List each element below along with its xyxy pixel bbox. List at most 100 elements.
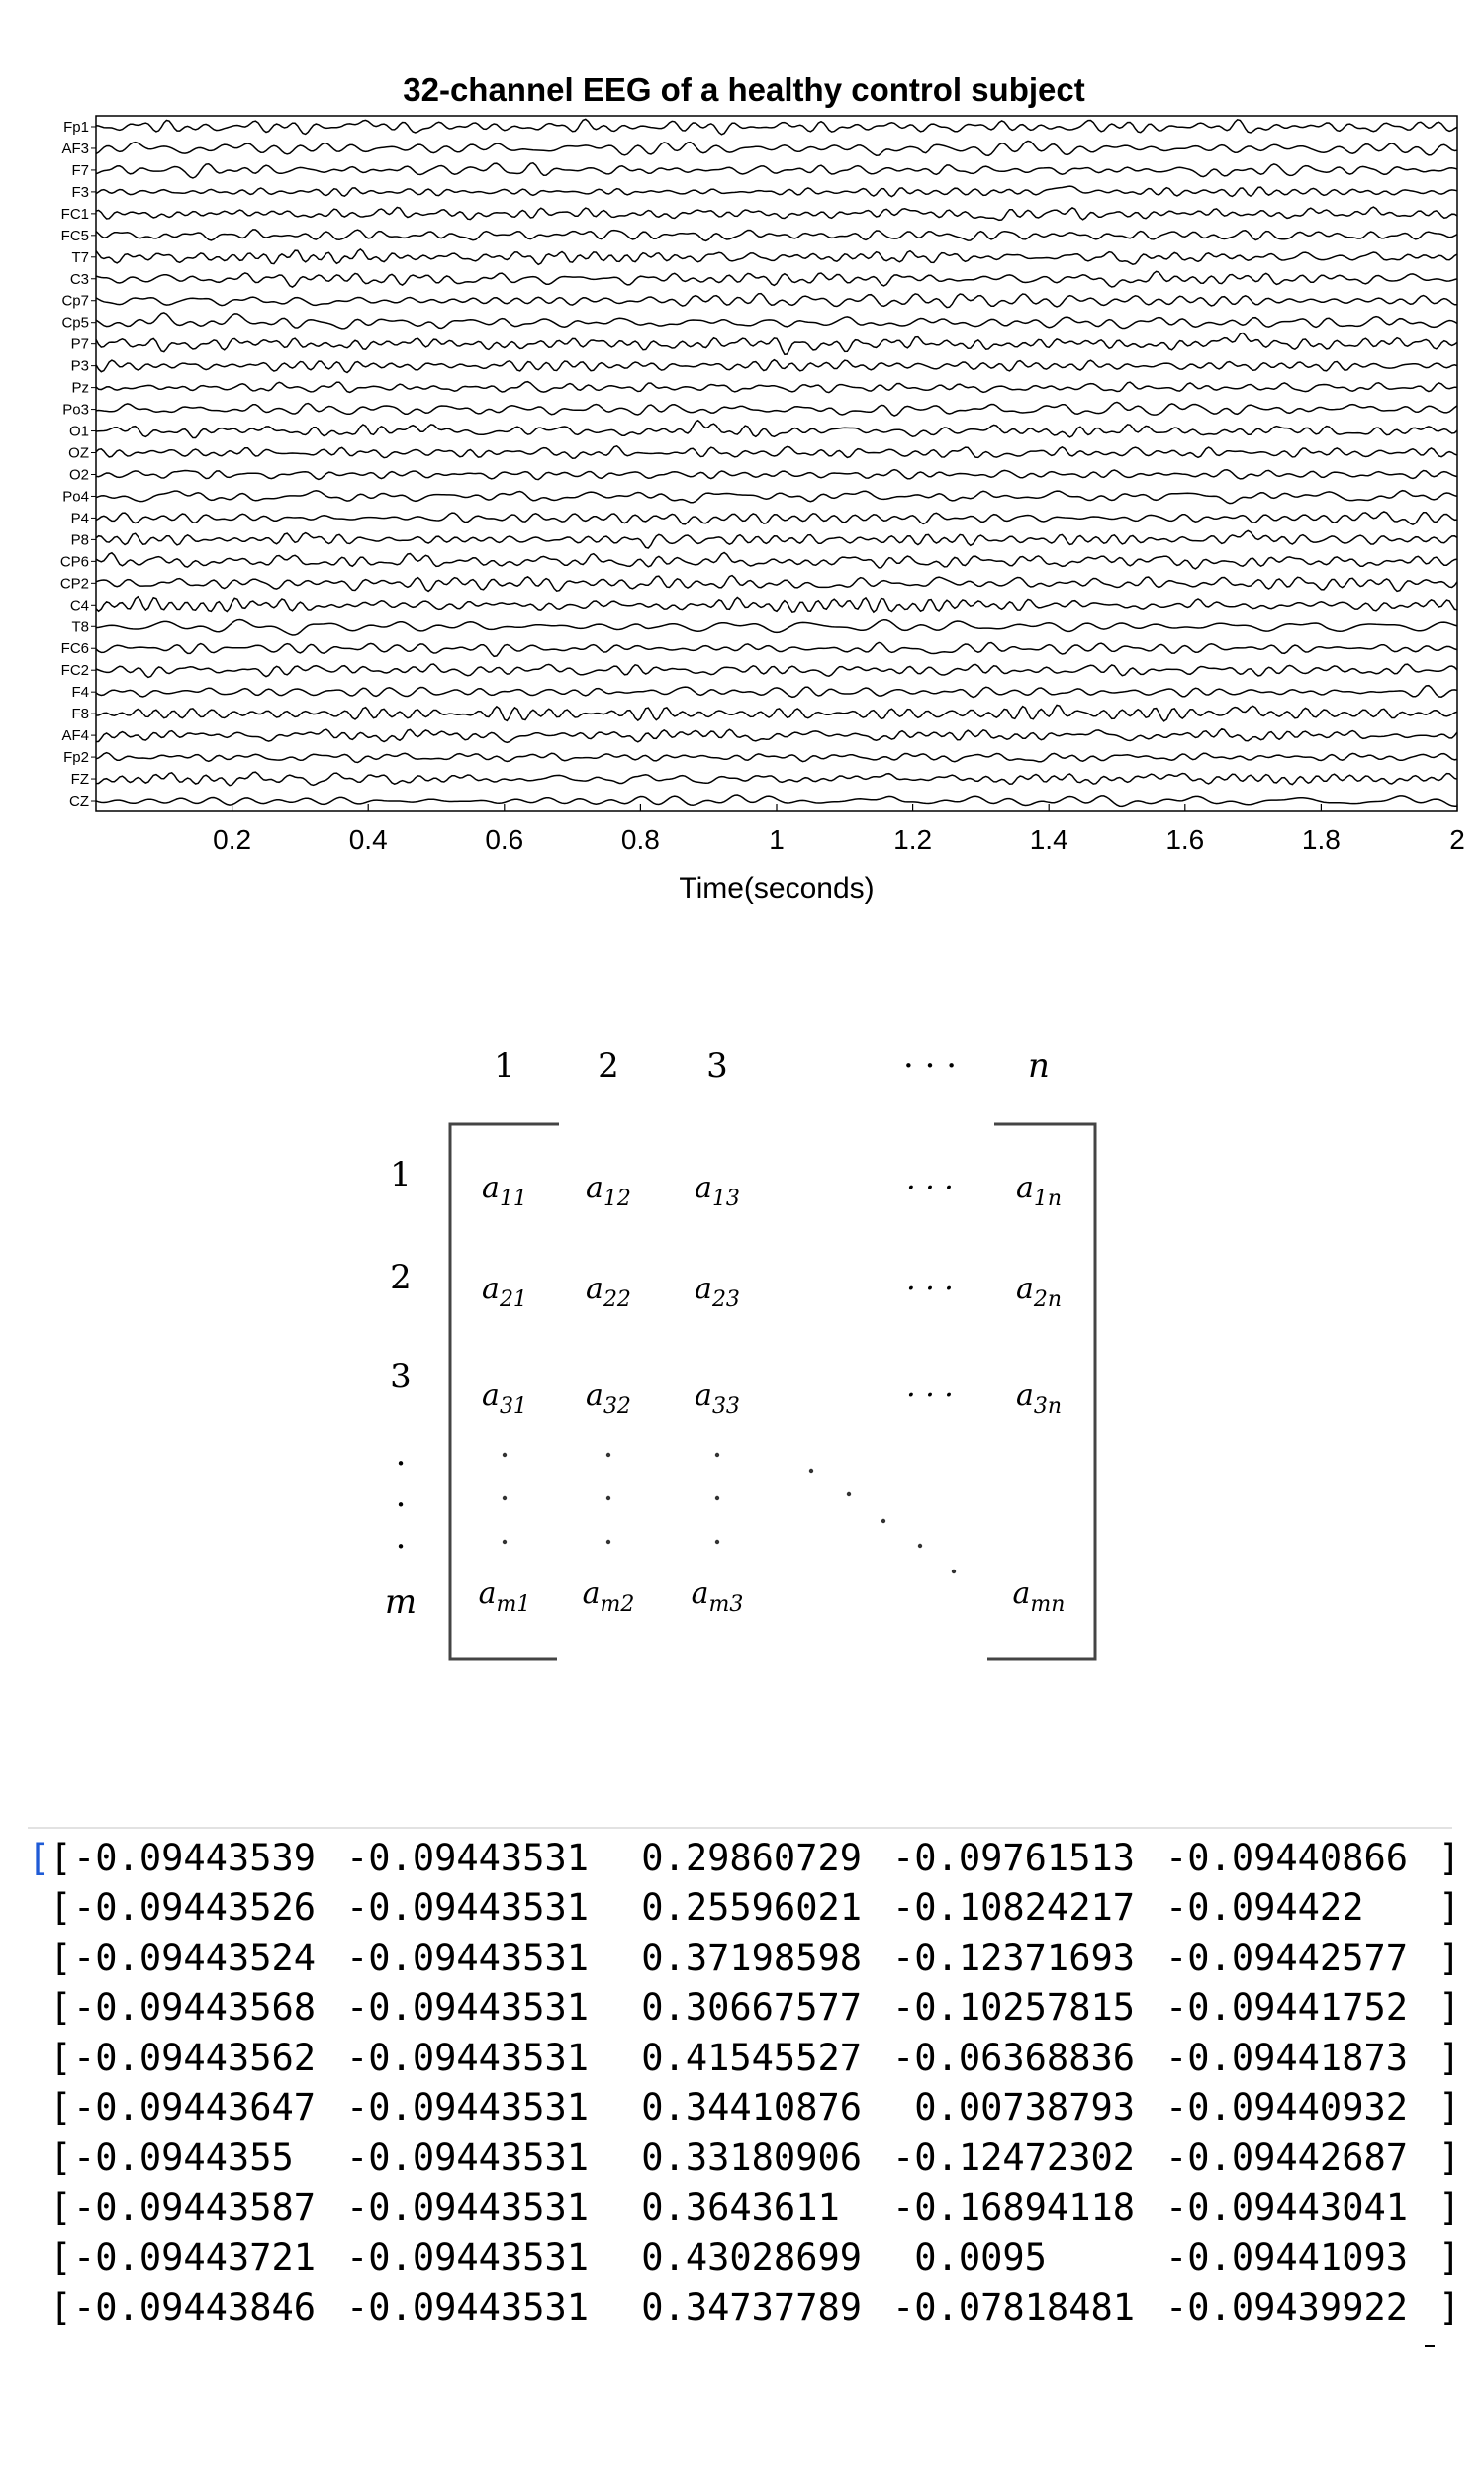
- matrix-entry: am1: [479, 1576, 531, 1617]
- array-value: -0.09443531: [346, 2286, 590, 2330]
- array-value: 0.3643611: [619, 2186, 863, 2230]
- eeg-trace-o1: [95, 419, 1458, 439]
- diagonal-ellipsis-dot: [951, 1569, 957, 1574]
- row-close-bracket: ]: [1438, 1936, 1461, 1979]
- x-tick-label: 0.2: [213, 824, 251, 855]
- array-value: -0.12371693: [892, 1936, 1136, 1979]
- channel-label-fp1: Fp1: [63, 119, 89, 136]
- matrix-diagram-panel: 1 2 3 · · · n 1 2 3... m a11 a12 a13 · · · a1n a21 a2…: [0, 1029, 1484, 1702]
- vertical-ellipsis-dot: [714, 1495, 720, 1501]
- diagonal-ellipsis-dot: [846, 1491, 852, 1497]
- row-close-bracket: ]: [1438, 2086, 1461, 2130]
- channel-label-t8: T8: [71, 618, 89, 635]
- matrix-entry: a31: [482, 1379, 527, 1419]
- x-tick-label: 1.4: [1030, 824, 1068, 855]
- channel-label-af4: AF4: [61, 727, 89, 744]
- diagonal-ellipsis-dot: [881, 1518, 886, 1524]
- channel-label-cp5: Cp5: [61, 315, 89, 332]
- row-open-bracket: [: [49, 1886, 72, 1930]
- channel-label-fz: FZ: [71, 771, 89, 788]
- array-value: -0.09441093: [1165, 2236, 1409, 2279]
- x-tick-label: 1.8: [1302, 824, 1341, 855]
- channel-label-fc6: FC6: [61, 640, 89, 657]
- array-value: 0.43028699: [619, 2236, 863, 2279]
- matrix-ellipsis: · · ·: [906, 1272, 954, 1306]
- array-value: -0.0944355: [73, 2136, 317, 2179]
- array-value: -0.16894118: [892, 2186, 1136, 2230]
- matrix-row-index: .: [396, 1475, 407, 1515]
- row-close-bracket: ]: [1438, 2236, 1461, 2279]
- vertical-ellipsis-dot: [502, 1495, 508, 1501]
- row-close-bracket: ]: [1438, 2036, 1461, 2079]
- vertical-ellipsis-dot: [714, 1452, 720, 1458]
- array-value: -0.094422: [1165, 1886, 1409, 1930]
- vertical-ellipsis-dot: [714, 1539, 720, 1545]
- eeg-trace-oz: [95, 444, 1458, 459]
- array-value: -0.09441752: [1165, 1986, 1409, 2030]
- eeg-trace-p8: [95, 529, 1458, 549]
- vertical-ellipsis-dot: [502, 1539, 508, 1545]
- eeg-trace-o2: [95, 468, 1458, 481]
- x-tick-label: 0.6: [485, 824, 523, 855]
- row-close-bracket: ]: [1438, 2286, 1461, 2330]
- vertical-ellipsis-dot: [502, 1452, 508, 1458]
- array-value: -0.09443531: [346, 1936, 590, 1979]
- array-rows: [[-0.09443539 -0.09443531 0.29860729 -0.09…: [28, 1833, 1460, 2332]
- x-tick-label: 1.6: [1165, 824, 1204, 855]
- eeg-trace-fc1: [95, 206, 1458, 222]
- array-value: -0.09440866: [1165, 1836, 1409, 1879]
- channel-label-pz: Pz: [71, 380, 89, 397]
- eeg-trace-f4: [95, 684, 1458, 699]
- array-value: 0.34410876: [619, 2086, 863, 2130]
- channel-label-f7: F7: [71, 162, 89, 179]
- eeg-trace-fc5: [95, 229, 1458, 242]
- array-value: -0.09443568: [73, 1986, 317, 2030]
- channel-label-p7: P7: [71, 336, 89, 353]
- channel-label-po3: Po3: [62, 402, 89, 419]
- diagonal-ellipsis-dot: [808, 1468, 814, 1474]
- matrix-entry: a1n: [1016, 1171, 1062, 1211]
- matrix-entry: a22: [586, 1272, 631, 1312]
- channel-label-fc5: FC5: [61, 228, 89, 244]
- matrix-row-index: m: [385, 1582, 417, 1622]
- vertical-ellipsis-dot: [605, 1452, 611, 1458]
- row-close-bracket: ]: [1438, 2186, 1461, 2230]
- matrix-entry: a13: [695, 1171, 740, 1211]
- channel-label-oz: OZ: [68, 445, 89, 462]
- array-value: -0.09441873: [1165, 2036, 1409, 2079]
- eeg-trace-f3: [95, 185, 1458, 198]
- row-open-bracket: [: [49, 1986, 72, 2030]
- channel-label-cp6: CP6: [60, 553, 89, 570]
- eeg-trace-c4: [95, 595, 1458, 614]
- array-value: -0.09443531: [346, 2236, 590, 2279]
- channel-label-f8: F8: [71, 706, 89, 722]
- array-value: 0.00738793: [892, 2086, 1136, 2130]
- array-value: -0.10824217: [892, 1886, 1136, 1930]
- matrix-ellipsis: · · ·: [906, 1379, 954, 1413]
- matrix-row-index: 2: [390, 1258, 412, 1297]
- channel-label-c4: C4: [70, 597, 89, 614]
- array-value: -0.09443531: [346, 1886, 590, 1930]
- array-value: -0.09443531: [346, 2036, 590, 2079]
- array-value: -0.09443846: [73, 2286, 317, 2330]
- matrix-row-index: 1: [390, 1155, 412, 1194]
- channel-label-o2: O2: [69, 466, 89, 483]
- array-value: 0.33180906: [619, 2136, 863, 2179]
- matrix-col-index: 1: [494, 1046, 515, 1086]
- row-close-bracket: ]: [1438, 1836, 1461, 1879]
- eeg-trace-p4: [95, 511, 1458, 526]
- array-value: -0.09443531: [346, 2086, 590, 2130]
- scroll-end-mark: [1425, 2345, 1435, 2347]
- matrix-right-bracket: [987, 1122, 1097, 1661]
- eeg-trace-p3: [95, 358, 1458, 374]
- matrix-diagram: 1 2 3 · · · n 1 2 3... m a11 a12 a13 · · · a1n a21 a2…: [385, 1046, 1097, 1661]
- array-value: -0.09440932: [1165, 2086, 1409, 2130]
- array-value: -0.09442577: [1165, 1936, 1409, 1979]
- channel-label-fc2: FC2: [61, 662, 89, 679]
- matrix-row-index: .: [396, 1434, 407, 1474]
- row-open-bracket: [: [49, 2136, 72, 2179]
- matrix-entry: amn: [1013, 1576, 1066, 1617]
- matrix-entry: a32: [586, 1379, 631, 1419]
- array-row: [-0.09443587 -0.09443531 0.3643611 -0.168…: [28, 2183, 1460, 2234]
- array-output-panel: [[-0.09443539 -0.09443531 0.29860729 -0.09…: [0, 1811, 1484, 2365]
